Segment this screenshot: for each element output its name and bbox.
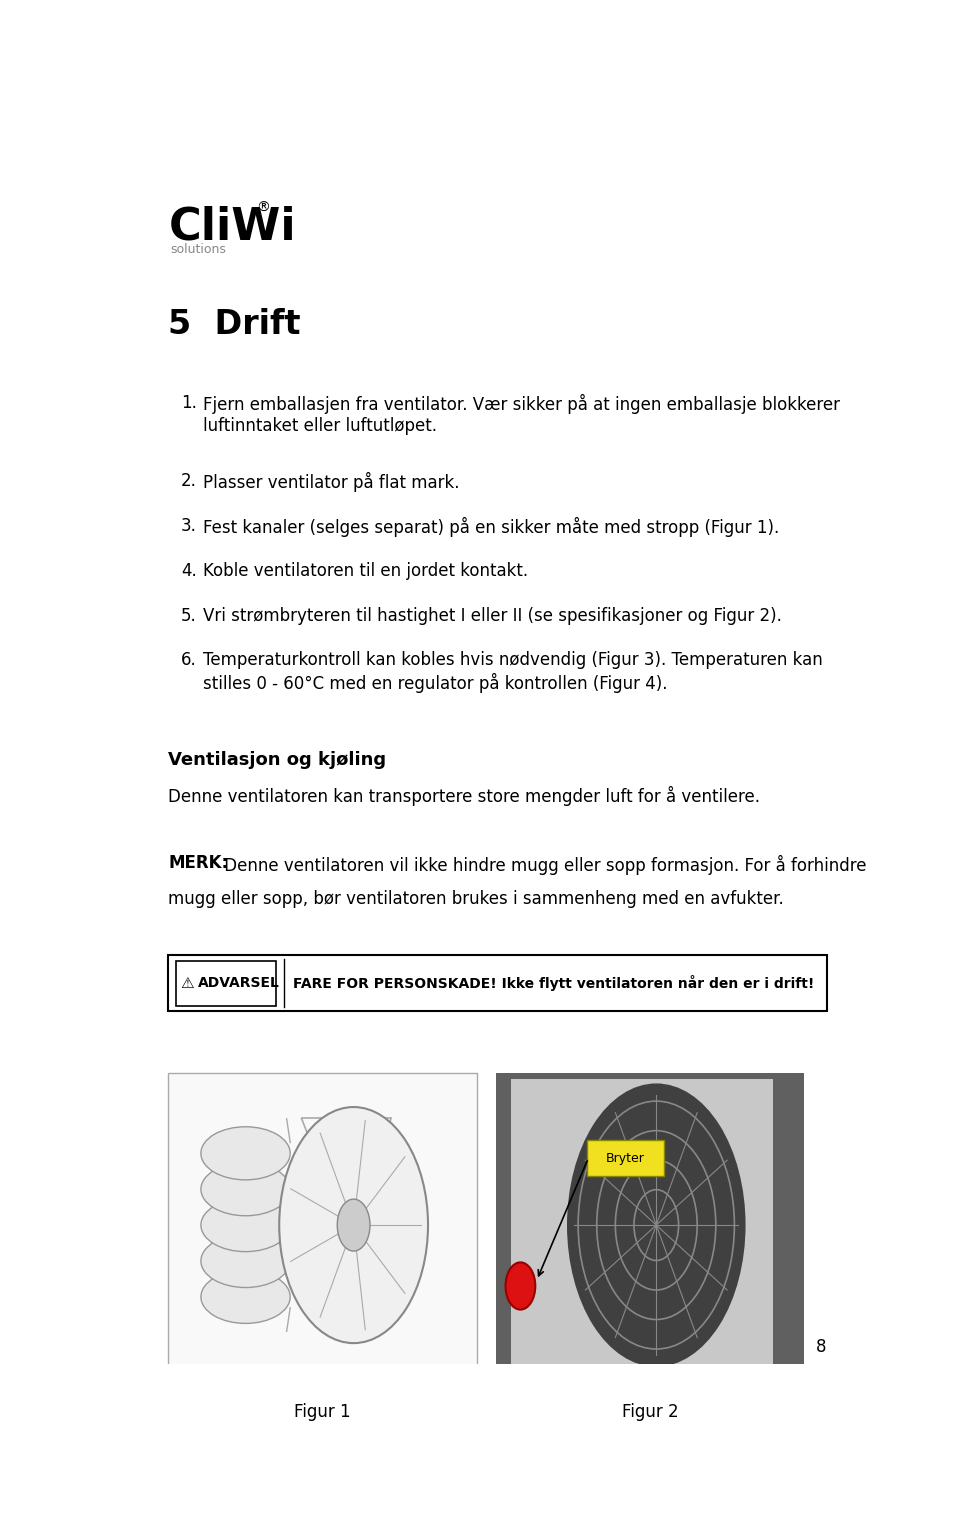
Text: 5  Drift: 5 Drift — [168, 308, 300, 340]
Text: Figur 1: Figur 1 — [295, 1403, 351, 1421]
Circle shape — [337, 1199, 370, 1251]
Circle shape — [279, 1107, 428, 1343]
Ellipse shape — [201, 1199, 290, 1251]
Text: 5.: 5. — [181, 607, 197, 624]
Ellipse shape — [201, 1162, 290, 1216]
Text: MERK:: MERK: — [168, 854, 228, 872]
Text: Koble ventilatoren til en jordet kontakt.: Koble ventilatoren til en jordet kontakt… — [204, 561, 528, 579]
Text: Fjern emballasjen fra ventilator. Vær sikker på at ingen emballasje blokkerer
lu: Fjern emballasjen fra ventilator. Vær si… — [204, 394, 840, 435]
Text: Plasser ventilator på flat mark.: Plasser ventilator på flat mark. — [204, 472, 460, 492]
Circle shape — [567, 1084, 746, 1367]
Bar — [176, 961, 276, 1006]
Text: 2.: 2. — [181, 472, 197, 491]
Ellipse shape — [201, 1127, 290, 1180]
Ellipse shape — [201, 1234, 290, 1288]
Text: 6.: 6. — [181, 652, 197, 670]
Text: Bryter: Bryter — [606, 1151, 645, 1165]
Text: mugg eller sopp, bør ventilatoren brukes i sammenheng med en avfukter.: mugg eller sopp, bør ventilatoren brukes… — [168, 889, 784, 908]
Text: 8: 8 — [816, 1338, 827, 1357]
Bar — [495, 1073, 804, 1377]
FancyBboxPatch shape — [587, 1141, 664, 1176]
Bar — [495, 1073, 804, 1377]
Circle shape — [506, 1262, 536, 1309]
Text: 4.: 4. — [181, 561, 197, 579]
Text: CliWi: CliWi — [168, 205, 296, 248]
Text: Ventilasjon og kjøling: Ventilasjon og kjøling — [168, 751, 387, 768]
Text: ⚠: ⚠ — [180, 975, 194, 990]
Text: Temperaturkontroll kan kobles hvis nødvendig (Figur 3). Temperaturen kan
stilles: Temperaturkontroll kan kobles hvis nødve… — [204, 652, 823, 693]
Bar — [511, 1079, 773, 1372]
Ellipse shape — [201, 1271, 290, 1323]
Text: solutions: solutions — [170, 244, 226, 256]
Text: Denne ventilatoren kan transportere store mengder luft for å ventilere.: Denne ventilatoren kan transportere stor… — [168, 786, 760, 806]
Text: 1.: 1. — [181, 394, 197, 412]
Text: ®: ® — [256, 201, 270, 215]
Bar — [168, 1073, 477, 1377]
Text: Fest kanaler (selges separat) på en sikker måte med stropp (Figur 1).: Fest kanaler (selges separat) på en sikk… — [204, 517, 780, 537]
Text: 3.: 3. — [181, 517, 197, 535]
Text: ADVARSEL: ADVARSEL — [198, 977, 280, 990]
Text: Figur 2: Figur 2 — [622, 1403, 679, 1421]
Bar — [168, 955, 827, 1012]
Text: FARE FOR PERSONSKADE! Ikke flytt ventilatoren når den er i drift!: FARE FOR PERSONSKADE! Ikke flytt ventila… — [293, 975, 814, 992]
Text: Vri strømbryteren til hastighet I eller II (se spesifikasjoner og Figur 2).: Vri strømbryteren til hastighet I eller … — [204, 607, 782, 624]
Text: Denne ventilatoren vil ikke hindre mugg eller sopp formasjon. For å forhindre: Denne ventilatoren vil ikke hindre mugg … — [219, 854, 867, 874]
